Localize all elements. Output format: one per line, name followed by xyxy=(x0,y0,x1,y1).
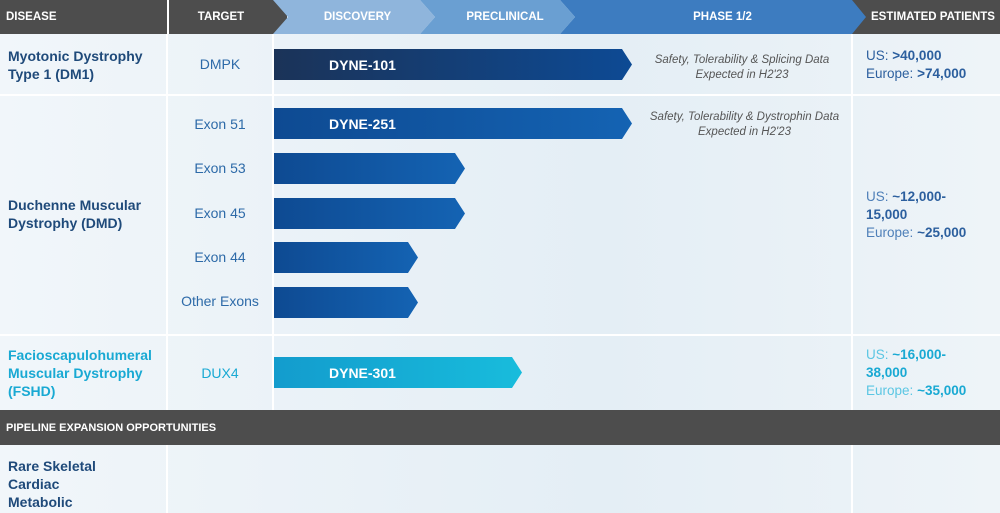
program-bar-dyne-301[interactable]: DYNE-301 xyxy=(274,357,522,388)
target-exon-44: Exon 44 xyxy=(194,249,246,265)
preclinical-label-wrap: PRECLINICAL xyxy=(435,0,575,34)
disease-dm1: Myotonic Dystrophy Type 1 (DM1) xyxy=(8,48,143,82)
expansion-item: Metabolic xyxy=(8,494,73,510)
divider xyxy=(0,94,1000,96)
target-dmpk: DMPK xyxy=(199,56,241,72)
divider xyxy=(0,334,1000,336)
expansion-header: PIPELINE EXPANSION OPPORTUNITIES xyxy=(0,410,1000,445)
target-dux4: DUX4 xyxy=(201,365,239,381)
expansion-item: Rare Skeletal xyxy=(8,458,96,474)
program-bar-exon-44[interactable] xyxy=(274,242,418,273)
disease-dmd: Duchenne Muscular Dystrophy (DMD) xyxy=(8,197,142,231)
expansion-list: Rare Skeletal Cardiac Metabolic xyxy=(8,457,96,511)
target-exon-45: Exon 45 xyxy=(194,205,246,221)
patients-fshd: US: ~16,000-38,000 Europe: ~35,000 xyxy=(866,347,967,398)
header-label: DISEASE xyxy=(6,11,57,23)
header-disease: DISEASE xyxy=(0,0,167,34)
divider xyxy=(166,34,168,410)
milestone-note: Safety, Tolerability & Splicing Data Exp… xyxy=(654,54,830,81)
divider xyxy=(851,34,853,410)
header-label: PRECLINICAL xyxy=(466,11,544,23)
header-label: DISCOVERY xyxy=(323,11,392,23)
expansion-item: Cardiac xyxy=(8,476,60,492)
target-exon-51: Exon 51 xyxy=(194,116,246,132)
header-discovery xyxy=(273,0,435,34)
target-other-exons: Other Exons xyxy=(181,293,259,309)
program-bar-exon-53[interactable] xyxy=(274,153,465,184)
divider xyxy=(272,34,274,410)
program-label: DYNE-301 xyxy=(329,364,396,381)
disease-fshd: Facioscapulohumeral Muscular Dystrophy (… xyxy=(8,347,152,399)
program-bar-dyne-101[interactable]: DYNE-101 xyxy=(274,49,632,80)
patients-dmd: US: ~12,000-15,000 Europe: ~25,000 xyxy=(866,189,967,240)
discovery-label-wrap: DISCOVERY xyxy=(290,0,425,34)
header-patients: ESTIMATED PATIENTS xyxy=(852,0,1000,34)
header-preclinical xyxy=(420,0,575,34)
patients-dm1: US: >40,000 Europe: >74,000 xyxy=(866,48,967,81)
program-label: DYNE-101 xyxy=(329,56,396,73)
expansion-title: PIPELINE EXPANSION OPPORTUNITIES xyxy=(6,421,217,434)
divider xyxy=(166,445,168,513)
program-label: DYNE-251 xyxy=(329,115,396,132)
program-bar-dyne-251[interactable]: DYNE-251 xyxy=(274,108,632,139)
header-target: TARGET xyxy=(167,0,287,34)
program-bar-exon-45[interactable] xyxy=(274,198,465,229)
program-bar-other-exons[interactable] xyxy=(274,287,418,318)
divider xyxy=(851,445,853,513)
header-phase xyxy=(560,0,870,34)
milestone-note: Safety, Tolerability & Dystrophin Data E… xyxy=(649,111,840,138)
header-label: ESTIMATED PATIENTS xyxy=(871,11,995,23)
phase-label-wrap: PHASE 1/2 xyxy=(575,0,870,34)
header-label: PHASE 1/2 xyxy=(693,11,752,23)
header-label: TARGET xyxy=(197,11,245,23)
target-exon-53: Exon 53 xyxy=(194,160,246,176)
